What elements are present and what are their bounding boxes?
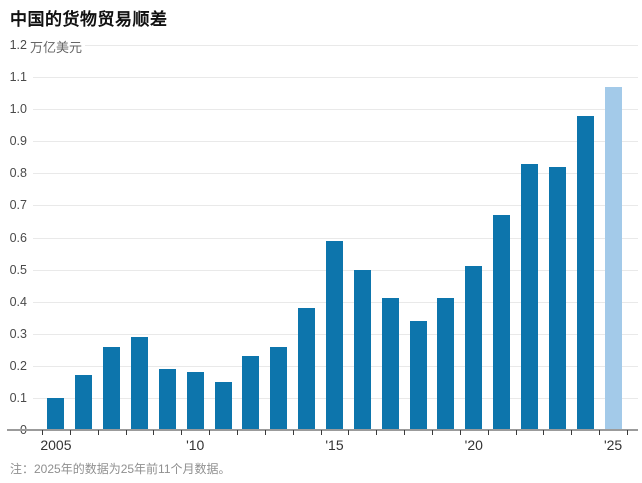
x-axis-tick xyxy=(42,430,43,435)
x-axis-tick xyxy=(125,430,127,435)
x-axis-tick xyxy=(348,430,350,435)
bar-slot xyxy=(70,45,98,430)
x-axis-label: '20 xyxy=(464,437,483,453)
y-axis-label: 0.2 xyxy=(9,358,27,373)
x-axis-line xyxy=(7,429,638,431)
bar-2013 xyxy=(270,346,288,430)
x-axis-tick xyxy=(97,430,99,435)
bar-2025 xyxy=(604,86,622,430)
bar-2015 xyxy=(326,240,344,430)
x-axis-tick xyxy=(376,430,378,435)
x-axis-label: 2005 xyxy=(40,437,72,453)
bar-slot xyxy=(599,45,627,430)
bar-2007 xyxy=(103,346,121,430)
bar-slot xyxy=(237,45,265,430)
x-axis-tick xyxy=(432,430,433,435)
y-axis-label: 0.6 xyxy=(9,230,27,245)
y-axis-label: 1.1 xyxy=(9,70,27,85)
x-axis-tick xyxy=(292,430,294,435)
bar-2016 xyxy=(353,269,371,430)
bar-slot xyxy=(321,45,349,430)
bar-slot xyxy=(348,45,376,430)
bar-2005 xyxy=(47,397,65,430)
x-axis-tick xyxy=(627,430,628,435)
bar-slot xyxy=(376,45,404,430)
bar-slot xyxy=(126,45,154,430)
x-axis-tick xyxy=(237,430,238,435)
y-axis-label: 0.9 xyxy=(9,134,27,149)
gridline xyxy=(33,173,638,175)
bar-slot xyxy=(153,45,181,430)
bar-slot xyxy=(432,45,460,430)
bar-slot xyxy=(571,45,599,430)
x-axis-tick xyxy=(69,430,71,435)
x-axis-tick xyxy=(209,430,211,435)
y-axis-label: 0.7 xyxy=(9,198,27,213)
y-axis-label: 0.3 xyxy=(9,326,27,341)
x-axis-label: '15 xyxy=(325,437,344,453)
bar-2023 xyxy=(548,166,566,430)
bar-2011 xyxy=(214,381,232,430)
gridline xyxy=(33,141,638,143)
bar-2021 xyxy=(493,215,511,430)
bar-2020 xyxy=(465,266,483,430)
x-axis-tick xyxy=(487,430,489,435)
x-axis-label: '10 xyxy=(186,437,205,453)
bar-2024 xyxy=(576,115,594,430)
x-axis-label: '25 xyxy=(603,437,623,453)
x-axis-tick xyxy=(571,430,573,435)
x-axis-tick xyxy=(459,430,461,435)
bar-slot xyxy=(543,45,571,430)
bar-2022 xyxy=(521,163,539,430)
bar-slot xyxy=(42,45,70,430)
x-axis-tick xyxy=(181,430,183,435)
x-axis-tick xyxy=(515,430,517,435)
y-axis-unit-label: 万亿美元 xyxy=(30,40,83,55)
chart-title: 中国的货物贸易顺差 xyxy=(10,10,168,29)
bar-2006 xyxy=(75,375,93,430)
gridline xyxy=(33,205,638,207)
bar-slot xyxy=(209,45,237,430)
bar-slot xyxy=(265,45,293,430)
bar-2009 xyxy=(158,369,176,430)
y-axis-label: 0.1 xyxy=(9,390,27,405)
gridline xyxy=(85,45,638,46)
bar-2012 xyxy=(242,356,260,430)
bar-2010 xyxy=(186,372,204,430)
bar-slot xyxy=(293,45,321,430)
y-axis-label: 1.0 xyxy=(9,102,27,117)
x-axis-tick xyxy=(153,430,155,435)
bar-series xyxy=(42,45,627,430)
y-axis-label: 0.4 xyxy=(9,294,27,309)
bar-slot xyxy=(488,45,516,430)
bar-2019 xyxy=(437,298,455,430)
x-axis-tick xyxy=(404,430,406,435)
bar-2008 xyxy=(131,336,148,430)
bar-2017 xyxy=(381,298,399,430)
x-axis-tick xyxy=(599,430,601,435)
bar-slot xyxy=(98,45,126,430)
gridline xyxy=(33,237,638,239)
x-axis-tick xyxy=(320,430,322,435)
bar-slot xyxy=(460,45,488,430)
y-axis-label: 0.8 xyxy=(9,166,27,181)
bar-slot xyxy=(181,45,209,430)
gridline xyxy=(33,109,638,111)
bar-slot xyxy=(516,45,544,430)
y-axis-label: 1.2 xyxy=(9,38,27,52)
gridline xyxy=(33,77,638,79)
y-axis-label: 0.5 xyxy=(9,262,27,277)
chart-note: 注：2025年的数据为25年前11个月数据。 xyxy=(10,462,231,476)
x-axis-tick xyxy=(264,430,266,435)
bar-2018 xyxy=(409,320,427,430)
x-axis-tick xyxy=(543,430,545,435)
bar-slot xyxy=(404,45,432,430)
bar-2014 xyxy=(298,308,316,430)
